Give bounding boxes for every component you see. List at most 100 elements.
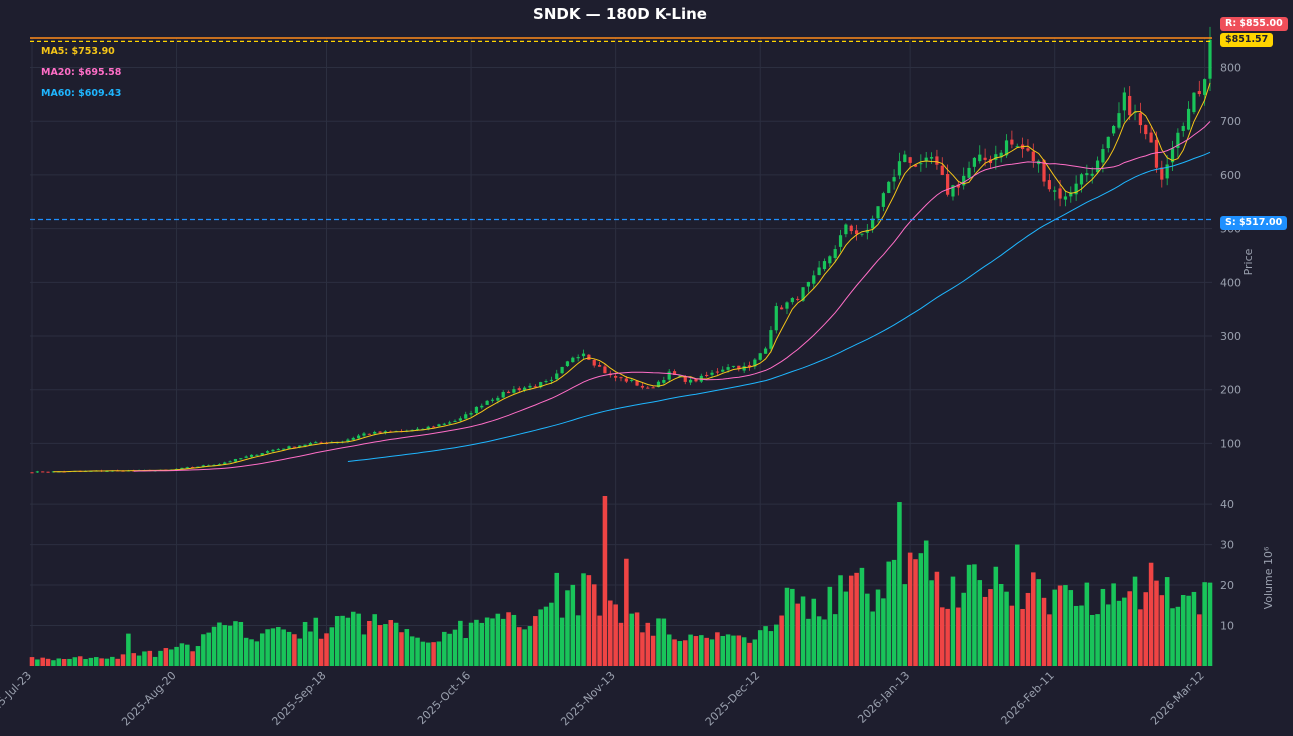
volume-bar — [302, 621, 308, 666]
candle-body — [260, 453, 264, 456]
volume-bar — [645, 622, 651, 666]
candle-body — [555, 373, 559, 380]
volume-bar — [811, 598, 817, 666]
volume-bar — [961, 592, 966, 666]
volume-bar — [270, 628, 276, 666]
volume-bar — [265, 629, 270, 666]
volume-bar — [575, 615, 581, 666]
volume-bar — [682, 640, 688, 666]
candle-body — [1176, 132, 1180, 149]
volume-bar — [1202, 582, 1207, 666]
volume-bar — [736, 635, 742, 666]
volume-bar — [211, 626, 217, 666]
volume-bar — [1073, 605, 1079, 666]
volume-bar — [249, 639, 254, 666]
candle-body — [796, 298, 800, 300]
x-tick-label: 2026-Jan-13 — [855, 669, 912, 726]
candle-body — [201, 465, 205, 467]
volume-bar — [500, 618, 506, 666]
candle-body — [940, 165, 944, 176]
candle-body — [298, 445, 302, 448]
volume-bar — [907, 552, 913, 666]
volume-bar — [865, 593, 870, 666]
volume-bar — [945, 608, 950, 666]
resistance-tag: R: $855.00 — [1220, 17, 1288, 31]
volume-bar — [950, 576, 956, 666]
volume-bar — [383, 624, 388, 666]
volume-bar — [656, 618, 661, 666]
volume-bar — [559, 617, 565, 666]
volume-bar — [784, 587, 790, 666]
volume-bar — [190, 651, 195, 666]
candle-body — [774, 306, 778, 331]
volume-bar — [1063, 585, 1068, 666]
volume-bar — [495, 613, 501, 666]
candle-body — [539, 382, 543, 388]
candle-body — [415, 428, 420, 430]
legend-ma5: MA5: $753.90 — [41, 46, 115, 57]
x-tick-label: 2025-Nov-13 — [558, 669, 617, 728]
candle-body — [287, 446, 291, 449]
price-tick-label: 800 — [1220, 62, 1241, 75]
candles — [30, 26, 1212, 474]
volume-bar — [1089, 614, 1095, 666]
volume-bar — [956, 607, 961, 666]
candle-body — [860, 233, 864, 235]
volume-bar — [832, 614, 838, 666]
candle-body — [565, 361, 570, 367]
candle-body — [908, 157, 912, 163]
candle-body — [624, 378, 628, 382]
volume-bar — [859, 567, 865, 666]
candle-body — [1106, 136, 1110, 149]
candle-body — [742, 366, 746, 371]
candle-body — [383, 431, 388, 433]
x-tick-label: 2026-Mar-12 — [1148, 669, 1207, 728]
volume-bar — [1020, 608, 1025, 666]
volume-bar — [334, 616, 340, 666]
volume-bar — [110, 656, 115, 666]
candle-body — [929, 157, 934, 159]
volume-bar — [1068, 590, 1074, 666]
candle-body — [1063, 196, 1068, 200]
candle-body — [244, 456, 248, 458]
volume-bar — [233, 621, 238, 666]
volume-bar — [308, 631, 313, 666]
candle-body — [871, 218, 875, 229]
candle-body — [1122, 92, 1126, 111]
candle-body — [35, 471, 39, 473]
volume-bar — [243, 637, 249, 666]
volume-bar — [1138, 609, 1143, 666]
candle-body — [453, 420, 457, 422]
volume-bar — [629, 613, 634, 666]
volume-bar — [484, 617, 490, 666]
candle-body — [983, 157, 987, 160]
volume-bar — [458, 620, 463, 666]
volume-bar — [1014, 544, 1020, 666]
candle-body — [999, 152, 1003, 158]
candle-body — [689, 379, 693, 383]
volume-bar — [608, 600, 613, 666]
volume-bar — [538, 609, 543, 666]
volume-bars — [29, 496, 1213, 666]
volume-bar — [399, 632, 404, 666]
volume-bar — [340, 615, 345, 666]
volume-bar — [367, 620, 372, 666]
volume-bar — [45, 658, 51, 666]
volume-bar — [415, 637, 420, 666]
volume-tick-label: 10 — [1220, 620, 1234, 633]
volume-bar — [741, 637, 747, 666]
candle-body — [41, 471, 45, 473]
volume-bar — [158, 650, 163, 666]
candle-body — [512, 389, 516, 393]
candle-body — [581, 353, 586, 357]
candle-body — [903, 154, 907, 163]
candle-body — [876, 206, 880, 219]
volume-bar — [752, 639, 758, 666]
candle-body — [1208, 39, 1212, 79]
candle-body — [30, 472, 34, 474]
volume-bar — [120, 654, 126, 666]
candle-body — [1165, 164, 1169, 179]
volume-bar — [1154, 580, 1159, 666]
volume-bar — [420, 641, 426, 666]
volume-bar — [1180, 594, 1186, 666]
